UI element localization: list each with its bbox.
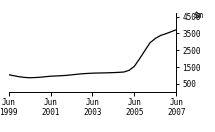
Y-axis label: $m: $m — [193, 10, 203, 19]
